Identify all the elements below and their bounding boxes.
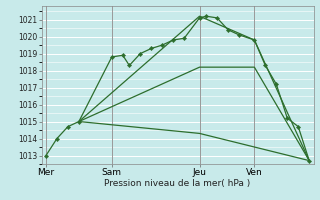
X-axis label: Pression niveau de la mer( hPa ): Pression niveau de la mer( hPa ) [104,179,251,188]
